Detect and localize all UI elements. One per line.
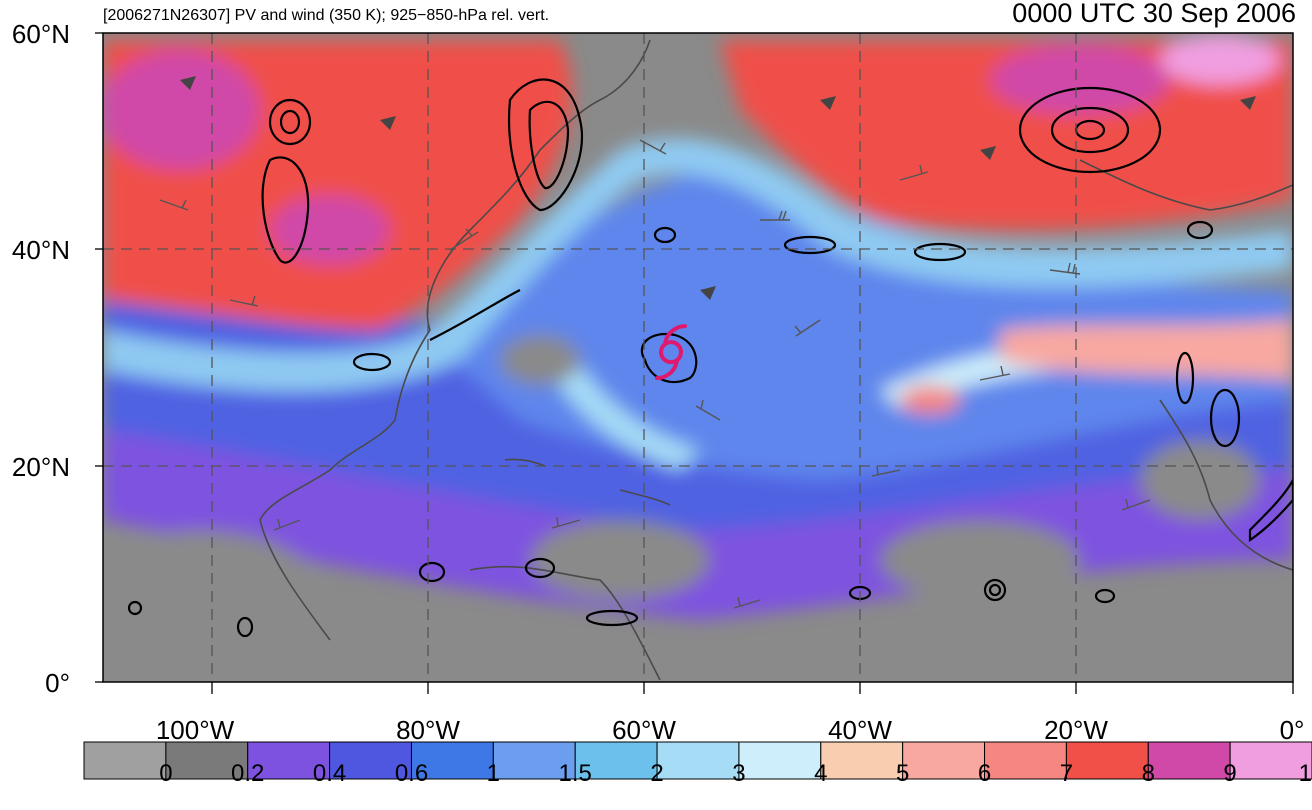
colorbar-label: 5 (896, 760, 910, 787)
colorbar-label: 0.2 (231, 760, 265, 787)
colorbar-label: 0.4 (312, 760, 347, 787)
colorbar-swatch (410, 741, 494, 780)
lon-label-20w: 20°W (1044, 715, 1108, 745)
lat-label-equator: 0° (45, 668, 70, 698)
lon-label-100w: 100°W (155, 715, 235, 745)
colorbar-swatch (1065, 741, 1149, 780)
map-border (102, 32, 1294, 683)
colorbar (83, 741, 1312, 780)
colorbar-label: 0 (159, 760, 173, 787)
colorbar-swatch (247, 741, 331, 780)
lon-label-0: 0° (1279, 715, 1305, 745)
colorbar-label: 10 (1298, 760, 1312, 787)
lon-label-60w: 60°W (612, 715, 676, 745)
lat-label-60n: 60°N (11, 19, 70, 49)
colorbar-label: 6 (977, 760, 992, 787)
figure-subtitle: [2006271N26307] PV and wind (350 K); 925… (103, 7, 550, 24)
lon-label-40w: 40°W (828, 715, 892, 745)
colorbar-swatch (820, 741, 904, 780)
colorbar-label: 1.5 (558, 760, 592, 787)
colorbar-swatch (656, 741, 740, 780)
colorbar-swatch (902, 741, 986, 780)
valid-time: 0000 UTC 30 Sep 2006 (1012, 0, 1296, 28)
colorbar-label: 7 (1059, 760, 1074, 787)
colorbar-swatch (329, 741, 412, 780)
colorbar-label: 1 (486, 760, 500, 787)
colorbar-label: 0.6 (394, 760, 429, 787)
pv-field (103, 33, 1293, 682)
colorbar-label: 8 (1141, 760, 1155, 787)
colorbar-label: 3 (732, 760, 746, 787)
colorbar-label: 4 (814, 760, 828, 787)
colorbar-label: 9 (1223, 760, 1237, 787)
lon-label-80w: 80°W (396, 715, 460, 745)
colorbar-swatch (984, 741, 1067, 780)
colorbar-label: 2 (650, 760, 664, 787)
colorbar-swatch (165, 741, 249, 780)
colorbar-swatch (574, 741, 658, 780)
colorbar-swatch (1147, 741, 1231, 780)
hurricane-icon (655, 324, 687, 381)
lat-label-40n: 40°N (11, 235, 70, 265)
colorbar-swatch (83, 741, 167, 780)
lat-label-20n: 20°N (11, 452, 70, 482)
colorbar-swatch (738, 741, 822, 780)
colorbar-swatch (1229, 741, 1312, 780)
